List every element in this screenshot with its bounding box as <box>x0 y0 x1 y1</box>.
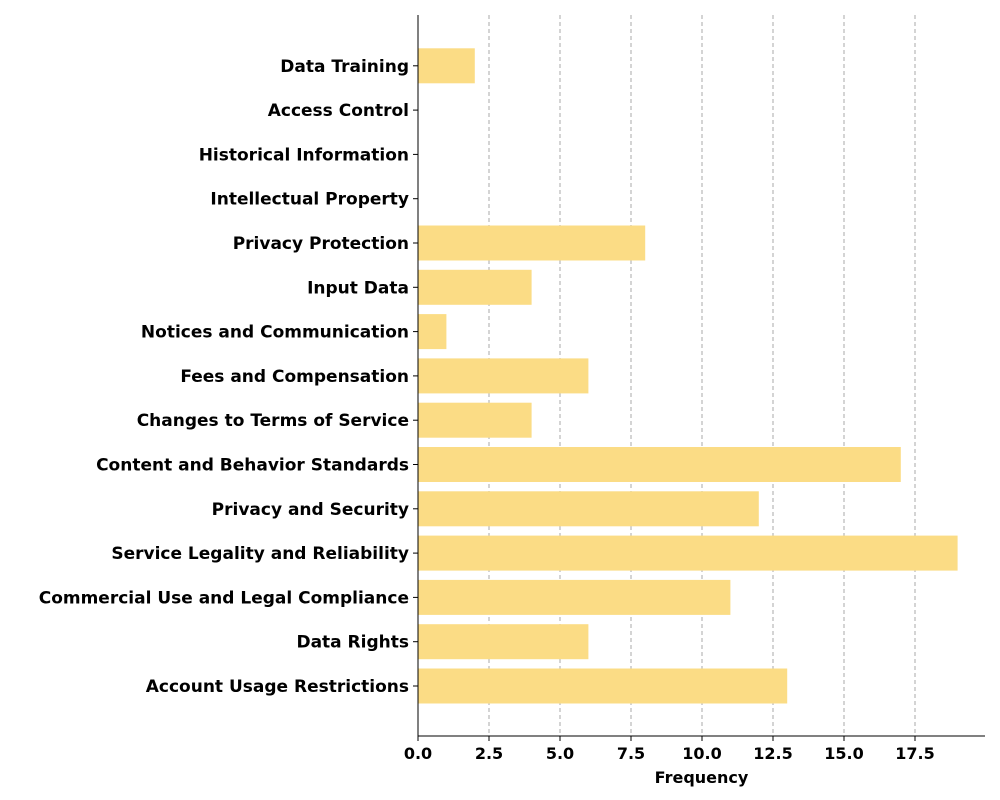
category-label: Commercial Use and Legal Compliance <box>39 588 409 608</box>
category-label: Account Usage Restrictions <box>146 677 409 697</box>
x-tick-label: 17.5 <box>895 744 934 763</box>
category-label: Data Rights <box>296 633 409 653</box>
category-label: Service Legality and Reliability <box>111 544 409 564</box>
category-label: Access Control <box>268 101 409 121</box>
category-label: Historical Information <box>199 145 409 165</box>
category-label: Intellectual Property <box>210 190 409 210</box>
x-ticks: 0.0 2.5 5.0 7.5 10.0 12.5 15.0 17.5 <box>404 736 935 763</box>
bar <box>418 668 788 704</box>
category-label: Fees and Compensation <box>180 367 409 387</box>
x-tick-label: 0.0 <box>404 744 432 763</box>
x-tick-label: 2.5 <box>475 744 503 763</box>
bar <box>418 225 646 261</box>
category-label: Changes to Terms of Service <box>137 411 409 431</box>
category-label: Privacy and Security <box>212 500 409 520</box>
bar <box>418 48 475 84</box>
bar <box>418 624 589 660</box>
category-label: Privacy Protection <box>233 234 409 254</box>
bar <box>418 579 731 615</box>
x-tick-label: 10.0 <box>682 744 721 763</box>
category-label: Data Training <box>280 57 409 77</box>
category-labels: Account Usage Restrictions Data Rights Com… <box>39 57 418 697</box>
category-label: Notices and Communication <box>141 323 409 343</box>
x-tick-label: 15.0 <box>824 744 863 763</box>
category-label: Content and Behavior Standards <box>96 456 409 476</box>
x-tick-label: 12.5 <box>753 744 792 763</box>
bars <box>418 48 958 704</box>
category-label: Input Data <box>307 278 409 298</box>
bar <box>418 269 532 305</box>
x-tick-label: 7.5 <box>617 744 645 763</box>
bar <box>418 314 447 350</box>
bar <box>418 535 958 571</box>
bar <box>418 358 589 394</box>
bar <box>418 402 532 438</box>
bar <box>418 447 901 482</box>
x-axis-title: Frequency <box>655 768 749 787</box>
bar <box>418 491 759 527</box>
x-tick-label: 5.0 <box>546 744 574 763</box>
